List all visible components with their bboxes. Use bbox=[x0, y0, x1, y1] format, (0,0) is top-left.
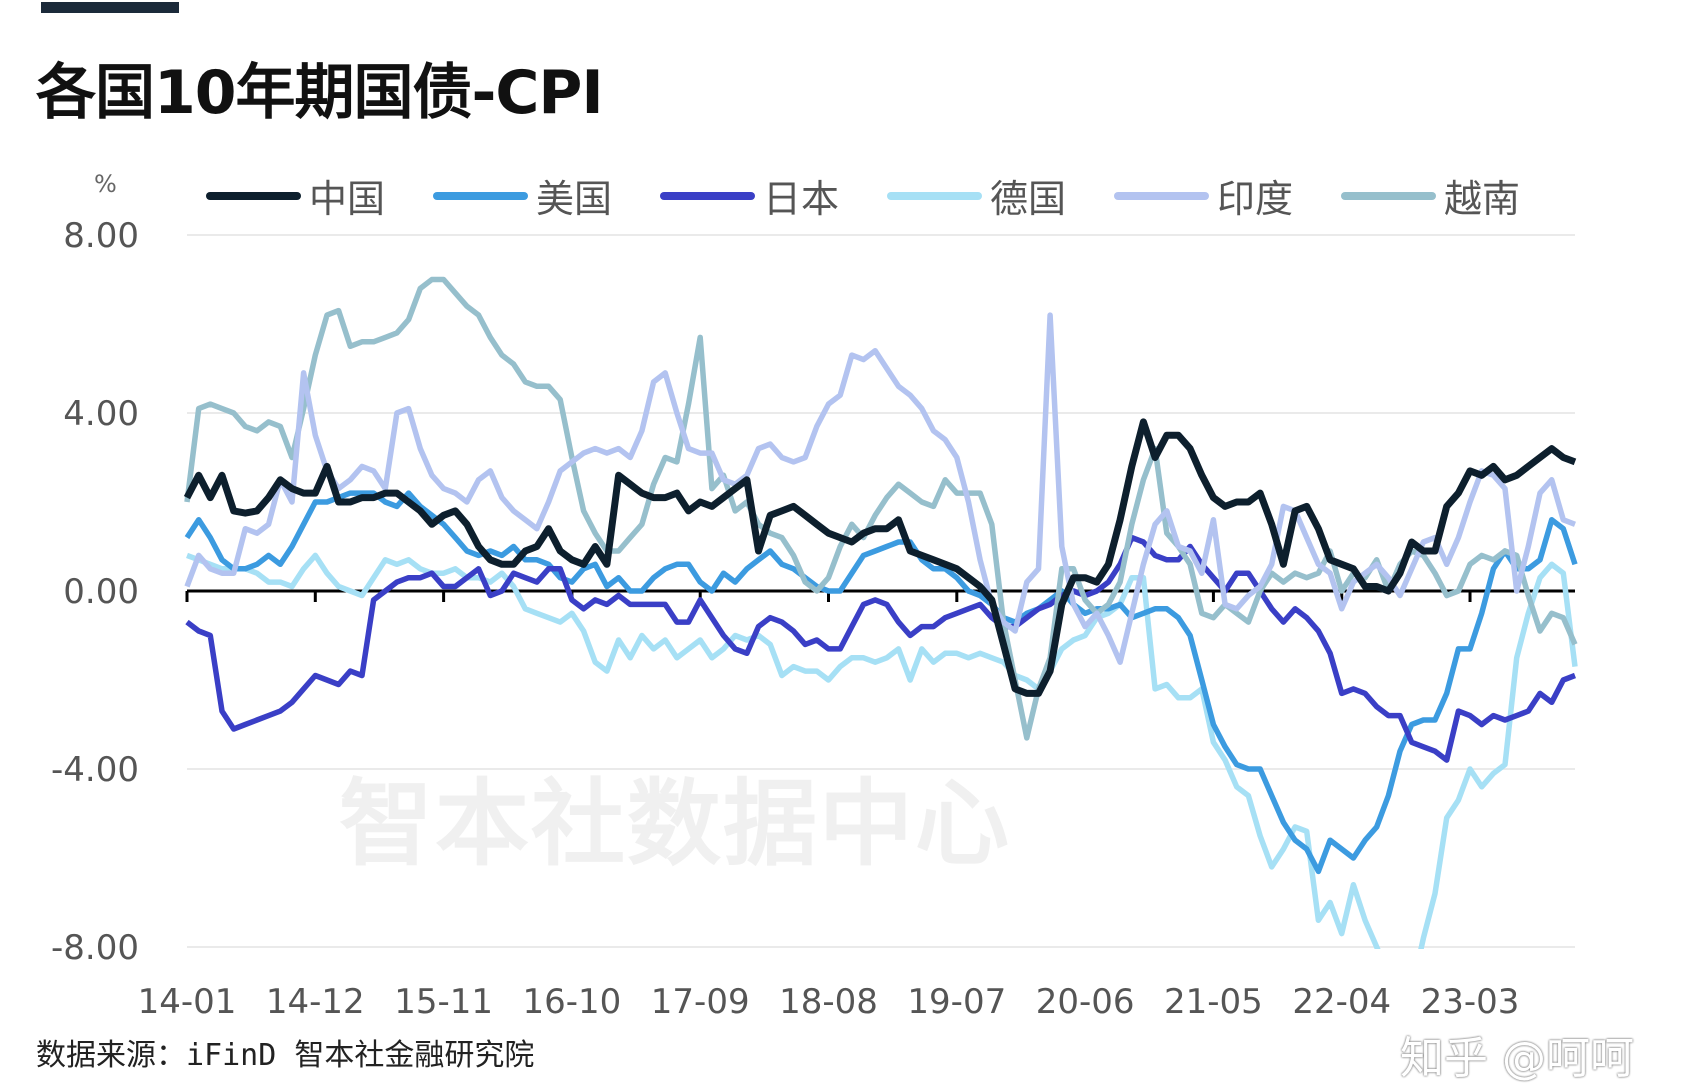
legend-item-india: 印度 bbox=[1114, 168, 1341, 223]
y-tick-label: 8.00 bbox=[63, 216, 139, 256]
series-line-德国 bbox=[186, 552, 1578, 949]
x-tick-label: 23-03 bbox=[1421, 982, 1520, 1022]
x-tick-label: 21-05 bbox=[1164, 982, 1263, 1022]
chart-title: 各国10年期国债-CPI bbox=[36, 58, 604, 128]
legend-label: 中国 bbox=[309, 177, 386, 221]
y-tick-label: -8.00 bbox=[51, 928, 139, 968]
x-tick-label: 14-12 bbox=[266, 982, 365, 1022]
legend-swatch bbox=[206, 191, 301, 200]
legend-item-china: 中国 bbox=[206, 168, 433, 223]
legend-swatch bbox=[660, 191, 755, 200]
legend-label: 印度 bbox=[1217, 177, 1294, 221]
x-tick-label: 14-01 bbox=[138, 982, 237, 1022]
x-tick-label: 16-10 bbox=[523, 982, 622, 1022]
legend-label: 越南 bbox=[1444, 177, 1521, 221]
legend-label: 美国 bbox=[536, 177, 613, 221]
title-accent-bar bbox=[41, 2, 179, 13]
legend-label: 日本 bbox=[763, 177, 840, 221]
legend-item-germany: 德国 bbox=[887, 168, 1114, 223]
legend-swatch bbox=[887, 191, 982, 200]
x-tick-label: 20-06 bbox=[1036, 982, 1135, 1022]
x-tick-label: 19-07 bbox=[907, 982, 1006, 1022]
x-tick-label: 22-04 bbox=[1292, 982, 1391, 1022]
watermark: 智本社数据中心 bbox=[339, 770, 1012, 879]
y-axis-unit: % bbox=[94, 170, 117, 198]
legend-item-vietnam: 越南 bbox=[1341, 168, 1568, 223]
series-line-中国 bbox=[183, 418, 1577, 697]
series-line-美国 bbox=[184, 490, 1578, 875]
legend-swatch bbox=[1341, 191, 1436, 200]
series-line-印度 bbox=[184, 312, 1576, 665]
legend-item-japan: 日本 bbox=[660, 168, 887, 223]
y-tick-label: -4.00 bbox=[51, 750, 139, 790]
series-line-日本 bbox=[185, 534, 1576, 763]
platform-watermark: 知乎 @呵呵 bbox=[1400, 1033, 1634, 1084]
legend-label: 德国 bbox=[990, 177, 1067, 221]
legend-item-usa: 美国 bbox=[433, 168, 660, 223]
legend-swatch bbox=[433, 191, 528, 200]
legend-swatch bbox=[1114, 191, 1209, 200]
legend: 中国 美国 日本 德国 印度 越南 bbox=[206, 168, 1568, 223]
x-tick-label: 17-09 bbox=[651, 982, 750, 1022]
source-note: 数据来源：iFinD 智本社金融研究院 bbox=[36, 1038, 535, 1073]
series-line-越南 bbox=[184, 276, 1578, 741]
y-tick-label: 0.00 bbox=[63, 572, 139, 612]
x-tick-label: 18-08 bbox=[779, 982, 878, 1022]
x-tick-label: 15-11 bbox=[394, 982, 493, 1022]
y-tick-label: 4.00 bbox=[63, 394, 139, 434]
